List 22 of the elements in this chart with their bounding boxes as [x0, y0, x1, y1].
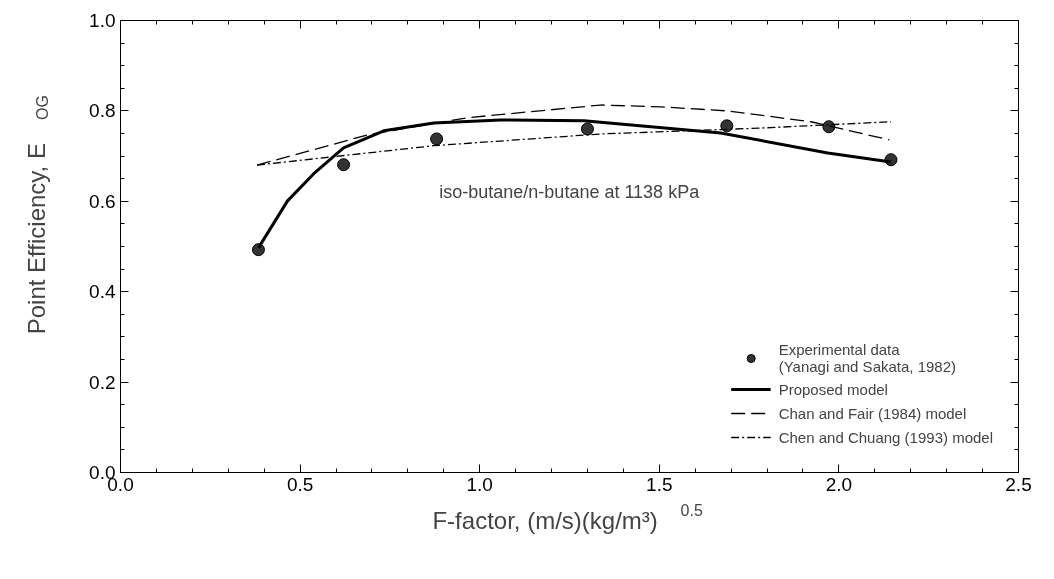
y-tick-label: 0.6 — [89, 190, 116, 212]
x-axis-title: F-factor, (m/s)(kg/m³)0.5 — [432, 501, 703, 534]
legend-label: Chan and Fair (1984) model — [778, 404, 967, 422]
point — [251, 243, 265, 257]
y-axis-title: Point Efficiency, EOG — [23, 95, 51, 335]
y-tick-label: 0.8 — [89, 100, 116, 122]
point — [337, 158, 351, 172]
x-tick-label: 1.0 — [466, 473, 493, 495]
y-tick-label: 1.0 — [89, 10, 116, 31]
x-tick-label: 2.5 — [1005, 473, 1032, 495]
x-tick-label: 2.0 — [825, 473, 853, 495]
annotation: iso-butane/n-butane at 1138 kPa — [439, 182, 701, 203]
legend-label: Experimental data (Yanagi and Sakata, 1982) — [778, 341, 957, 375]
legend-label: Proposed model — [778, 380, 888, 398]
point — [580, 122, 594, 136]
legend-label: Chen and Chuang (1993) model — [778, 428, 993, 446]
x-tick-label: 1.5 — [646, 473, 673, 495]
x-tick-label: 0.5 — [286, 473, 314, 495]
point — [720, 119, 734, 133]
y-tick-label: 0.4 — [89, 281, 116, 303]
point — [430, 132, 444, 146]
y-tick-label: 0.2 — [89, 371, 116, 393]
